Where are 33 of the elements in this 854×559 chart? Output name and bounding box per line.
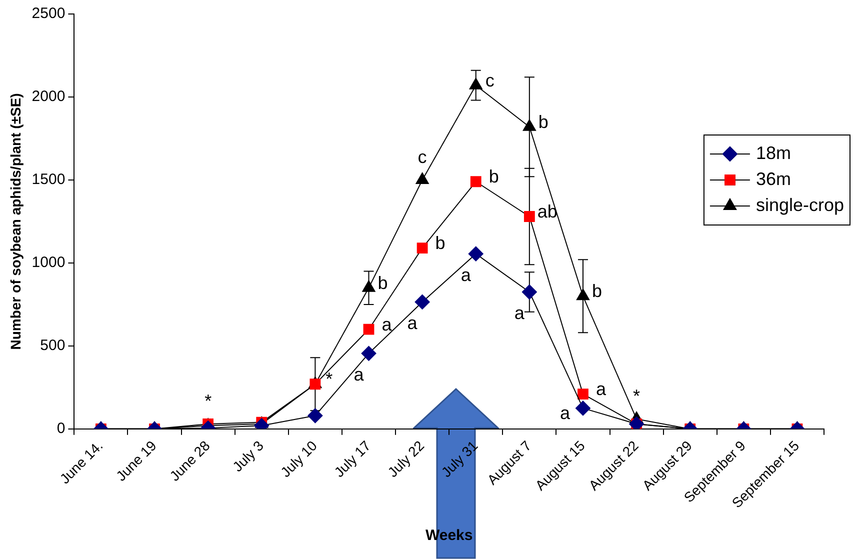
annotation: a	[560, 403, 571, 424]
y-tick-label: 2000	[32, 88, 66, 106]
annotation: b	[538, 112, 548, 132]
x-tick-label: July 10	[277, 437, 320, 480]
y-tick-label: 2500	[32, 5, 66, 22]
annotation: b	[488, 166, 499, 187]
annotation: a	[514, 302, 526, 323]
x-tick-label: July 22	[384, 437, 428, 480]
annotation: a	[354, 364, 365, 384]
annotation: a	[596, 379, 607, 400]
annotation: c	[485, 70, 494, 90]
x-tick-label: July 3	[229, 437, 267, 475]
legend-label: 36m	[756, 168, 791, 189]
x-tick-label: July 17	[330, 437, 374, 480]
annotation: b	[378, 272, 388, 293]
y-tick-label: 1000	[32, 254, 66, 272]
annotation: b	[592, 281, 602, 302]
annotation: c	[418, 146, 427, 167]
annotation: a	[382, 314, 393, 334]
annotation: a	[460, 264, 472, 285]
annotation: ab	[537, 201, 558, 222]
legend-label: 18m	[756, 142, 791, 163]
y-axis-title: Number of soybean aphids/plant (±SE)	[7, 93, 24, 350]
annotation: a	[407, 312, 418, 333]
y-tick-label: 0	[56, 420, 66, 438]
y-tick-label: 1500	[32, 171, 66, 188]
x-tick-label: July 31	[438, 437, 481, 480]
annotation: *	[204, 390, 212, 411]
annotation: *	[326, 369, 333, 390]
legend-label: single-crop	[756, 194, 844, 215]
annotation: *	[633, 386, 640, 406]
annotation: b	[435, 232, 446, 253]
y-tick-label: 500	[40, 337, 66, 354]
